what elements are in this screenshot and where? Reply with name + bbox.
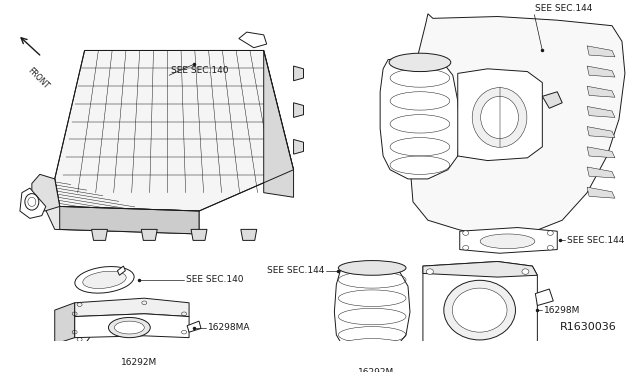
Polygon shape xyxy=(587,106,615,118)
Ellipse shape xyxy=(522,269,529,274)
Polygon shape xyxy=(423,262,538,277)
Ellipse shape xyxy=(522,344,529,350)
Text: SEE SEC.140: SEE SEC.140 xyxy=(186,275,244,284)
Text: SEE SEC.144: SEE SEC.144 xyxy=(567,236,625,245)
Polygon shape xyxy=(587,126,615,138)
Polygon shape xyxy=(294,66,303,81)
Ellipse shape xyxy=(547,231,554,235)
Ellipse shape xyxy=(472,88,527,147)
Ellipse shape xyxy=(339,260,406,275)
Polygon shape xyxy=(587,187,615,198)
Ellipse shape xyxy=(444,280,515,340)
Ellipse shape xyxy=(83,271,126,289)
Polygon shape xyxy=(587,167,615,178)
Ellipse shape xyxy=(108,317,150,338)
Ellipse shape xyxy=(480,234,535,248)
Polygon shape xyxy=(55,303,75,344)
Ellipse shape xyxy=(452,288,507,332)
Polygon shape xyxy=(423,262,538,353)
Text: FRONT: FRONT xyxy=(26,66,50,91)
Polygon shape xyxy=(187,321,201,332)
Polygon shape xyxy=(75,298,189,317)
Ellipse shape xyxy=(481,96,518,138)
Polygon shape xyxy=(536,289,554,305)
Ellipse shape xyxy=(68,357,77,362)
Polygon shape xyxy=(75,314,189,338)
Polygon shape xyxy=(55,51,294,211)
Polygon shape xyxy=(334,264,410,353)
Ellipse shape xyxy=(426,344,433,350)
Polygon shape xyxy=(460,228,557,253)
Polygon shape xyxy=(294,140,303,154)
Ellipse shape xyxy=(463,246,468,250)
Polygon shape xyxy=(264,51,294,197)
Ellipse shape xyxy=(389,53,451,71)
Polygon shape xyxy=(587,86,615,97)
Text: 16298M: 16298M xyxy=(545,306,580,315)
Polygon shape xyxy=(410,14,625,237)
Ellipse shape xyxy=(115,321,144,334)
Text: 16298MA: 16298MA xyxy=(208,323,250,332)
Ellipse shape xyxy=(75,267,134,293)
Polygon shape xyxy=(92,230,108,240)
Polygon shape xyxy=(380,57,460,179)
Ellipse shape xyxy=(463,231,468,235)
Text: 16292M: 16292M xyxy=(358,368,394,372)
Polygon shape xyxy=(141,230,157,240)
Polygon shape xyxy=(32,174,60,211)
Polygon shape xyxy=(587,147,615,158)
Polygon shape xyxy=(40,179,199,234)
Polygon shape xyxy=(117,266,125,275)
Polygon shape xyxy=(239,32,267,48)
Text: R1630036: R1630036 xyxy=(560,322,617,332)
Polygon shape xyxy=(241,230,257,240)
Polygon shape xyxy=(20,188,46,218)
Polygon shape xyxy=(60,206,199,234)
Text: SEE SEC.144: SEE SEC.144 xyxy=(536,4,593,13)
Polygon shape xyxy=(458,69,542,161)
Ellipse shape xyxy=(342,366,350,372)
Ellipse shape xyxy=(426,269,433,274)
Text: SEE SEC.144: SEE SEC.144 xyxy=(267,266,324,275)
Ellipse shape xyxy=(547,246,554,250)
Text: SEE SEC.140: SEE SEC.140 xyxy=(171,66,228,75)
Polygon shape xyxy=(542,92,563,108)
Polygon shape xyxy=(191,230,207,240)
Polygon shape xyxy=(294,103,303,118)
Polygon shape xyxy=(587,66,615,77)
Polygon shape xyxy=(587,46,615,57)
Text: 16292M: 16292M xyxy=(122,358,157,367)
